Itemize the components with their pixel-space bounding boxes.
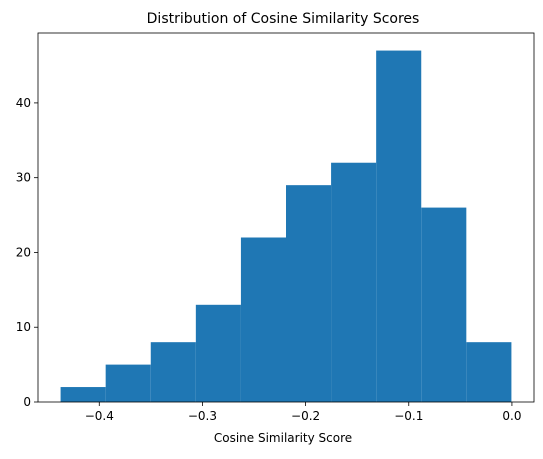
y-tick-label-2: 20 xyxy=(16,245,31,259)
y-tick-label-4: 40 xyxy=(16,96,31,110)
plot-frame xyxy=(37,32,535,403)
x-axis-label: Cosine Similarity Score xyxy=(214,431,352,445)
x-tick-label-0: −0.4 xyxy=(85,409,114,423)
histogram-bar-3 xyxy=(195,304,241,402)
histogram-bar-2 xyxy=(150,342,196,402)
x-tick-label-2: −0.2 xyxy=(291,409,320,423)
histogram-bar-4 xyxy=(240,237,286,402)
histogram-bar-0 xyxy=(60,387,106,402)
y-tick-label-1: 10 xyxy=(16,320,31,334)
histogram-bar-1 xyxy=(105,364,151,402)
histogram-bar-8 xyxy=(421,207,467,402)
x-axis: −0.4 −0.3 −0.2 −0.1 0.0 xyxy=(85,402,521,423)
x-tick-label-1: −0.3 xyxy=(188,409,217,423)
y-axis: 0 10 20 30 40 xyxy=(16,96,38,409)
histogram-bar-7 xyxy=(376,50,422,402)
chart-title: Distribution of Cosine Similarity Scores xyxy=(147,11,420,27)
y-tick-label-3: 30 xyxy=(16,171,31,185)
histogram-bar-6 xyxy=(331,162,377,402)
x-tick-label-4: 0.0 xyxy=(502,409,521,423)
x-tick-label-3: −0.1 xyxy=(394,409,423,423)
histogram-bar-9 xyxy=(466,342,512,402)
bars-layer xyxy=(60,50,512,402)
histogram-bar-5 xyxy=(286,185,332,402)
y-tick-label-0: 0 xyxy=(23,395,31,409)
